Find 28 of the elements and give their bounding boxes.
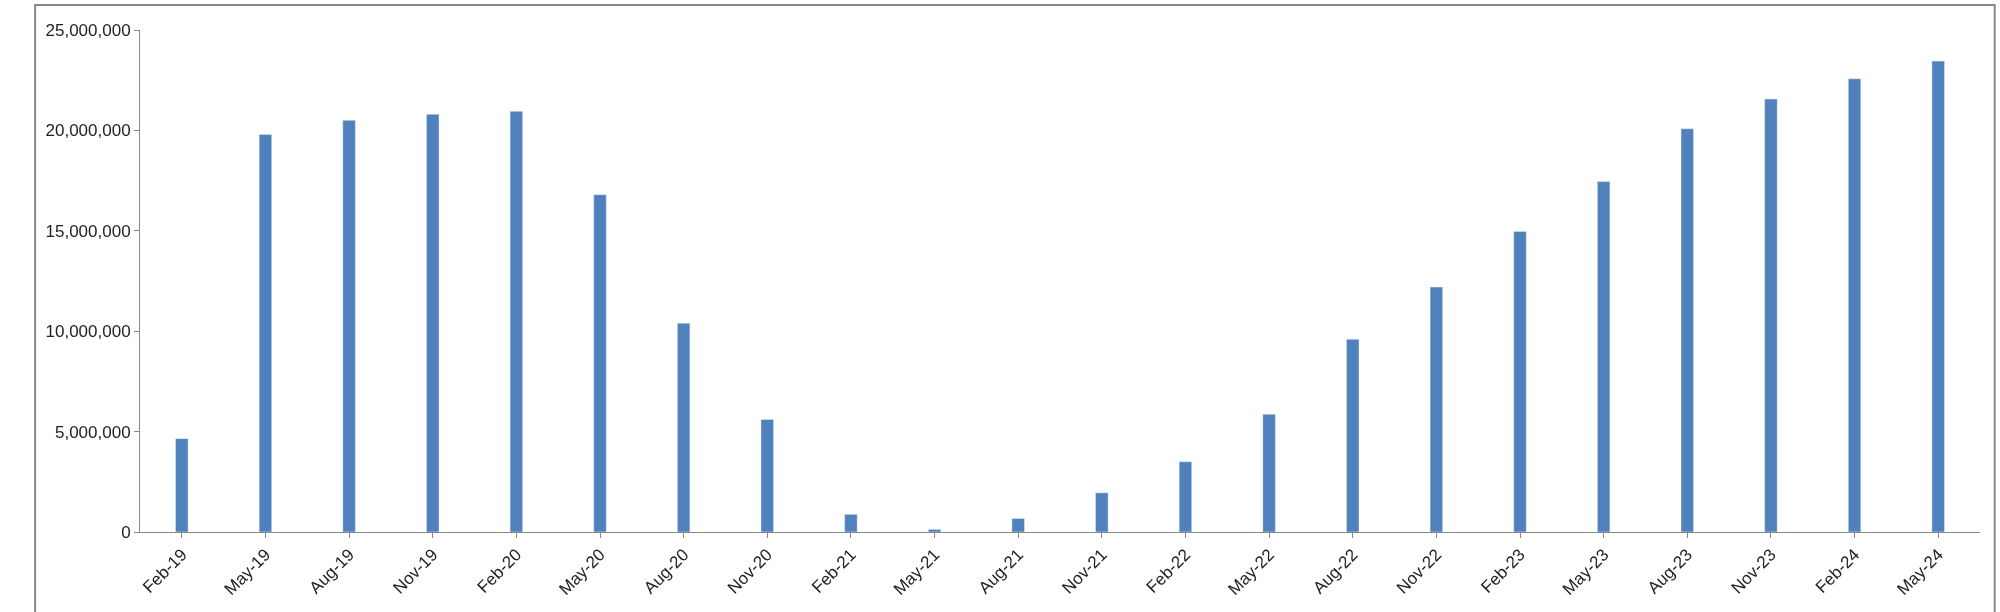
bar [1597,181,1611,532]
y-tick-label: 5,000,000 [54,422,131,442]
bar [1095,492,1109,532]
y-tick-label: 0 [121,522,131,542]
bar [1848,78,1862,532]
y-tick-label: 10,000,000 [45,322,131,342]
bar [844,514,858,532]
bar [1764,98,1778,532]
bar [1429,286,1443,532]
bar [426,114,440,532]
bar [1931,60,1945,532]
bar [175,438,189,532]
bar [677,322,691,532]
bar [1011,518,1025,532]
bar [509,111,523,532]
bar [342,120,356,532]
bar [1346,338,1360,532]
bar [1178,461,1192,532]
bar [593,194,607,532]
bar [1513,231,1527,532]
y-tick-label: 20,000,000 [45,121,131,141]
y-tick-label: 25,000,000 [45,20,131,40]
bar [1680,128,1694,532]
bar [928,529,942,532]
bar [258,134,272,532]
y-tick-label: 15,000,000 [45,221,131,241]
bar [1262,414,1276,532]
bar [760,419,774,532]
